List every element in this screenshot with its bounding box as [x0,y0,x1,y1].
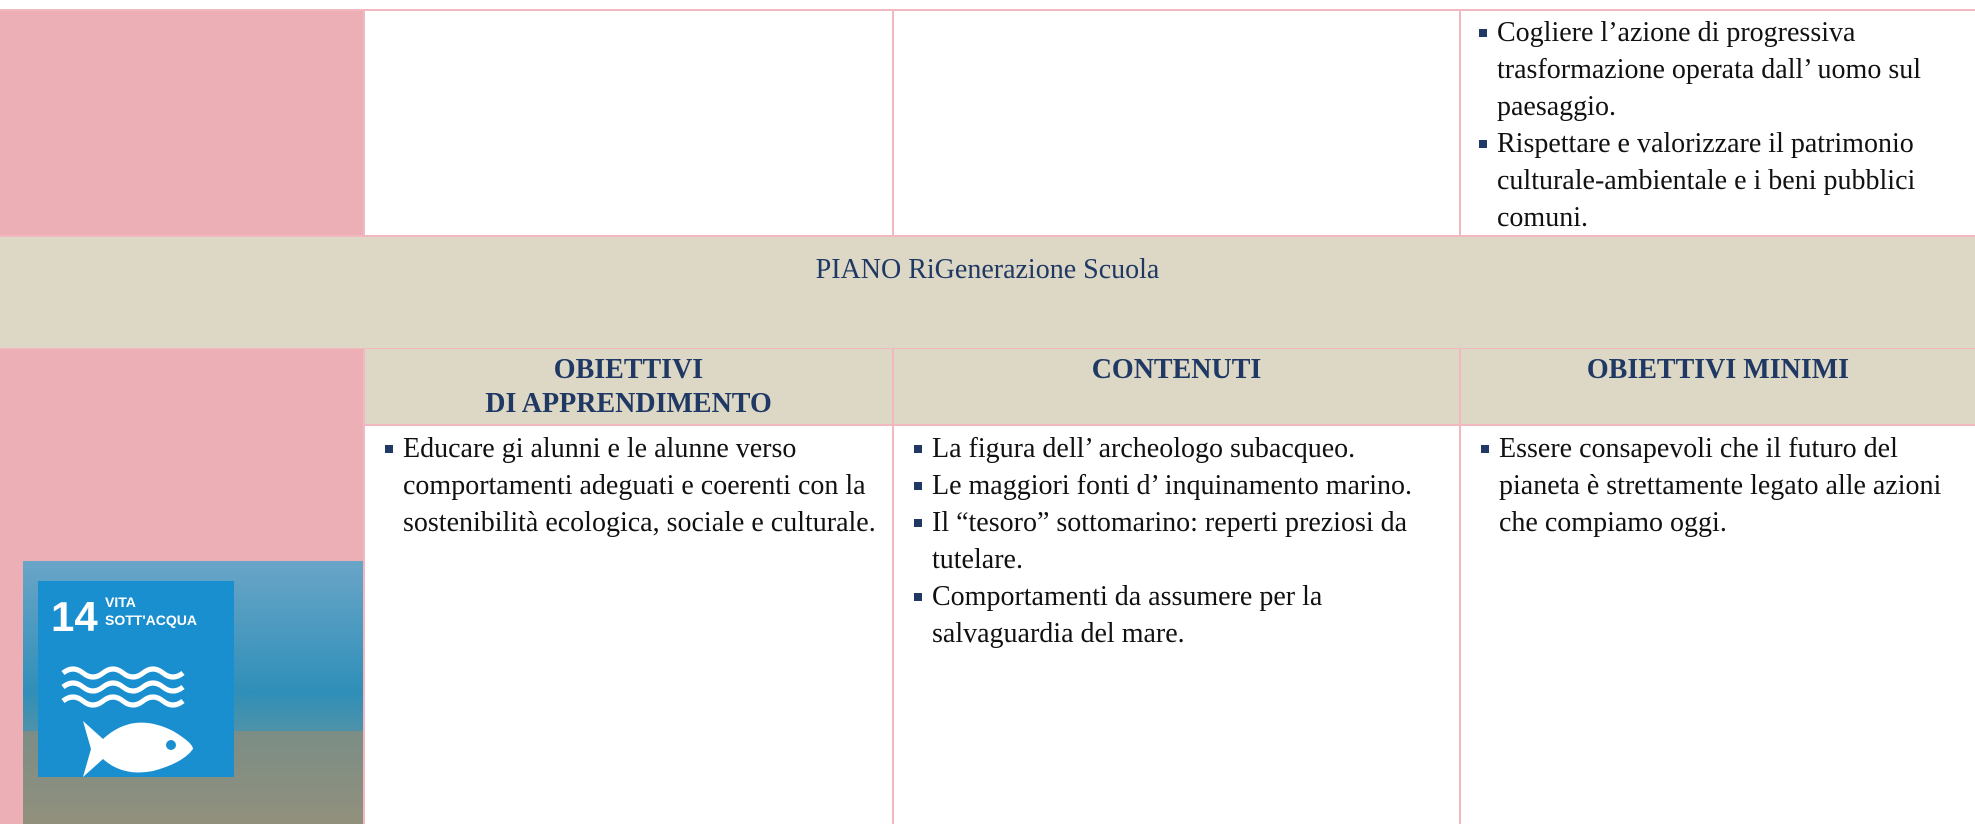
cell: Essere consapevoli che il futuro del pia… [1459,426,1975,824]
border [0,9,1975,11]
bullet: Cogliere l’azione di progressiva trasfor… [1475,14,1965,125]
cell [363,10,892,236]
header-line: CONTENUTI [1091,354,1262,385]
icon-number: 14 [51,593,98,640]
cell [892,10,1459,236]
column-header: OBIETTIVI DI APPRENDIMENTO [363,349,892,425]
cell: La figura dell’ archeologo subacqueo. Le … [892,426,1459,824]
column-header: CONTENUTI [892,349,1459,425]
cell: Educare gi alunni e le alunne verso comp… [363,426,892,824]
column-header: OBIETTIVI MINIMI [1459,349,1975,425]
icon-label: SOTT'ACQUA [105,612,197,628]
sdg-icon: 14 VITA SOTT'ACQUA [23,561,363,824]
header-line: OBIETTIVI MINIMI [1586,354,1850,385]
bullet: Rispettare e valorizzare il patrimonio c… [1475,125,1965,236]
bullet: Educare gi alunni e le alunne verso comp… [381,430,884,541]
bullet-list: La figura dell’ archeologo subacqueo. Le … [910,430,1451,652]
cell: Cogliere l’azione di progressiva trasfor… [1459,10,1975,236]
header-line: OBIETTIVI [553,354,704,385]
border [0,235,1975,237]
bullet: Le maggiori fonti d’ inquinamento marino… [910,467,1451,504]
side-band [0,10,363,236]
banner: PIANO RiGenerazione Scuola [0,236,1975,349]
header-line: DI APPRENDIMENTO [485,388,772,419]
bullet: Essere consapevoli che il futuro del pia… [1477,430,1967,541]
bullet-list: Essere consapevoli che il futuro del pia… [1477,430,1967,541]
bullet-list: Cogliere l’azione di progressiva trasfor… [1475,14,1965,236]
bullet: La figura dell’ archeologo subacqueo. [910,430,1451,467]
bullet-list: Educare gi alunni e le alunne verso comp… [381,430,884,541]
bullet: Il “tesoro” sottomarino: reperti prezios… [910,504,1451,578]
icon-label: VITA [105,594,136,610]
border [363,424,1975,426]
bullet: Comportamenti da assumere per la salvagu… [910,578,1451,652]
